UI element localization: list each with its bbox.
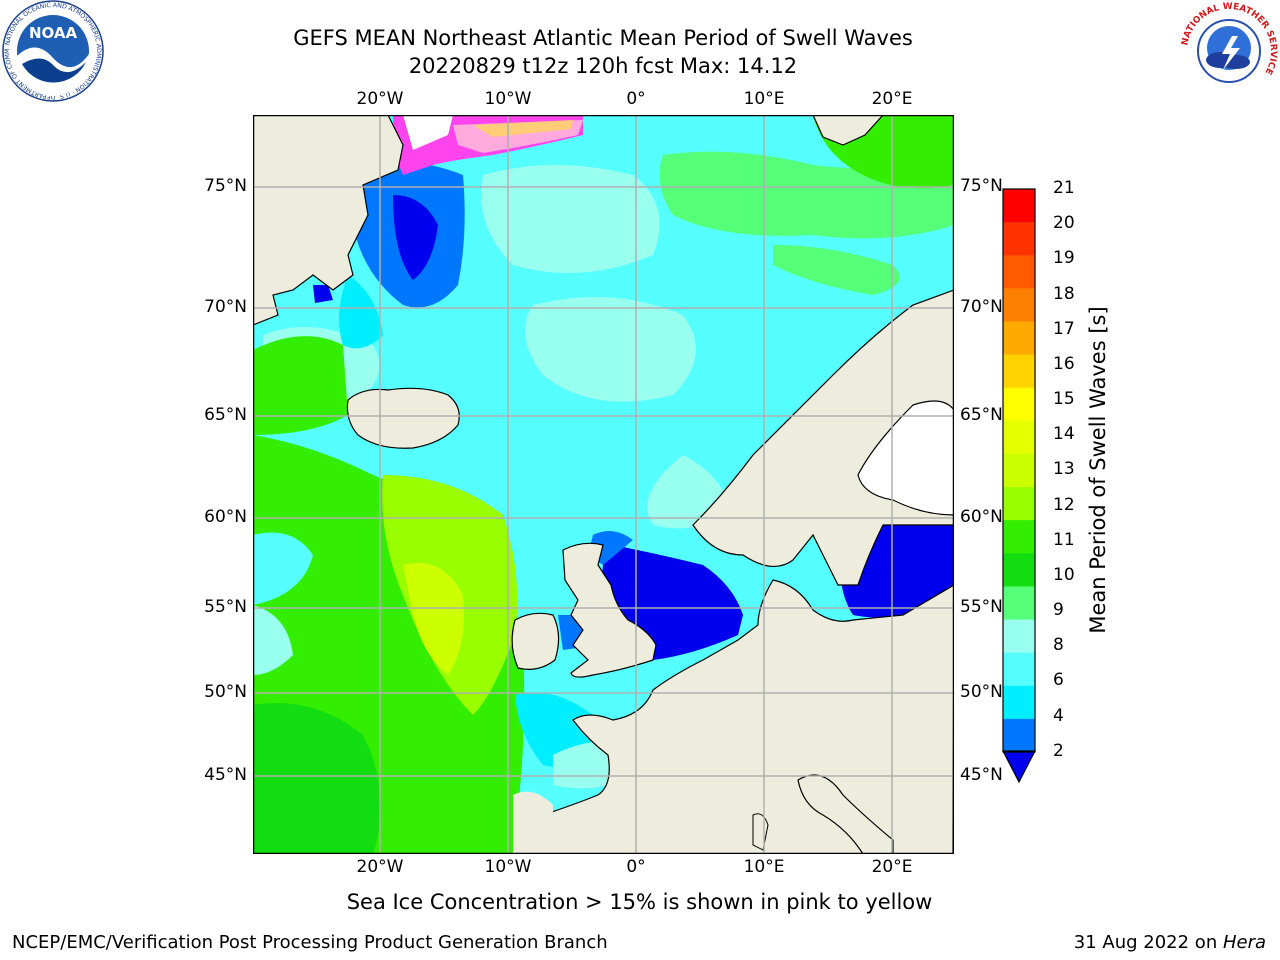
lat-label-left-45n: 45°N [204,765,247,785]
lat-label-left-70n: 70°N [204,297,247,317]
lon-label-top-10e: 10°E [743,89,785,109]
lat-label-right-55n: 55°N [960,597,1003,617]
lon-label-top-20e: 20°E [871,89,913,109]
footer-credit: NCEP/EMC/Verification Post Processing Pr… [12,932,608,953]
footer-date-text: 31 Aug 2022 on [1073,932,1223,953]
colorbar-band [1003,321,1035,356]
colorbar-extend-arrow [1002,750,1036,784]
lon-label-bottom-10e: 10°E [743,857,785,877]
colorbar-tick-17: 17 [1053,319,1075,339]
colorbar-band [1003,453,1035,488]
swell-period-map [253,115,954,854]
lon-label-bottom-20w: 20°W [356,857,404,877]
colorbar-tick-9: 9 [1053,600,1064,620]
footer-host: Hera [1222,932,1266,953]
colorbar-band [1003,354,1035,389]
colorbar-bands [1003,189,1035,753]
colorbar-band [1003,487,1035,521]
lat-label-right-60n: 60°N [960,507,1003,527]
colorbar-tick-13: 13 [1053,459,1075,479]
colorbar-tick-6: 6 [1053,670,1064,690]
colorbar-band [1003,387,1035,422]
colorbar-tick-15: 15 [1053,389,1075,409]
lat-label-right-45n: 45°N [960,765,1003,785]
lat-label-left-60n: 60°N [204,507,247,527]
colorbar-tick-20: 20 [1053,213,1075,233]
lat-label-right-75n: 75°N [960,176,1003,196]
colorbar-band [1003,255,1035,289]
lat-label-right-70n: 70°N [960,297,1003,317]
noaa-logo-text: NOAA [29,24,78,42]
colorbar-tick-18: 18 [1053,284,1075,304]
colorbar-tick-8: 8 [1053,635,1064,655]
colorbar-label: Mean Period of Swell Waves [s] [1086,306,1110,634]
colorbar-band [1003,685,1035,720]
colorbar-band [1003,652,1035,687]
lon-label-bottom-10w: 10°W [484,857,532,877]
colorbar-band [1003,189,1035,223]
colorbar-band [1003,222,1035,256]
lat-label-right-65n: 65°N [960,405,1003,425]
lat-label-left-50n: 50°N [204,682,247,702]
colorbar-tick-14: 14 [1053,424,1075,444]
lon-label-bottom-0: 0° [626,857,646,877]
colorbar-tick-12: 12 [1053,495,1075,515]
colorbar [1002,188,1036,784]
colorbar-tick-19: 19 [1053,248,1075,268]
colorbar-band [1003,586,1035,621]
colorbar-tick-16: 16 [1053,354,1075,374]
lon-label-bottom-20e: 20°E [871,857,913,877]
noaa-logo: NATIONAL OCEANIC AND ATMOSPHERIC ADMINIS… [2,0,104,102]
lat-label-left-75n: 75°N [204,176,247,196]
colorbar-band [1003,288,1035,322]
colorbar-tick-21: 21 [1053,178,1075,198]
map-title: GEFS MEAN Northeast Atlantic Mean Period… [293,26,913,50]
colorbar-tick-11: 11 [1053,530,1075,550]
lon-label-top-20w: 20°W [356,89,404,109]
colorbar-tick-2: 2 [1053,741,1064,761]
colorbar-band [1003,619,1035,654]
colorbar-band [1003,553,1035,587]
colorbar-band [1003,420,1035,455]
colorbar-band [1003,520,1035,554]
lat-label-left-55n: 55°N [204,597,247,617]
colorbar-tick-10: 10 [1053,565,1075,585]
lat-label-left-65n: 65°N [204,405,247,425]
lon-label-top-0: 0° [626,89,646,109]
colorbar-tick-4: 4 [1053,706,1064,726]
nws-logo: NATIONAL WEATHER SERVICE [1179,1,1279,101]
lon-label-top-10w: 10°W [484,89,532,109]
footer-date: 31 Aug 2022 on Hera [1074,932,1266,953]
colorbar-band [1003,718,1035,753]
sea-ice-note: Sea Ice Concentration > 15% is shown in … [346,890,933,914]
map-subtitle: 20220829 t12z 120h fcst Max: 14.12 [408,54,798,78]
lat-label-right-50n: 50°N [960,682,1003,702]
